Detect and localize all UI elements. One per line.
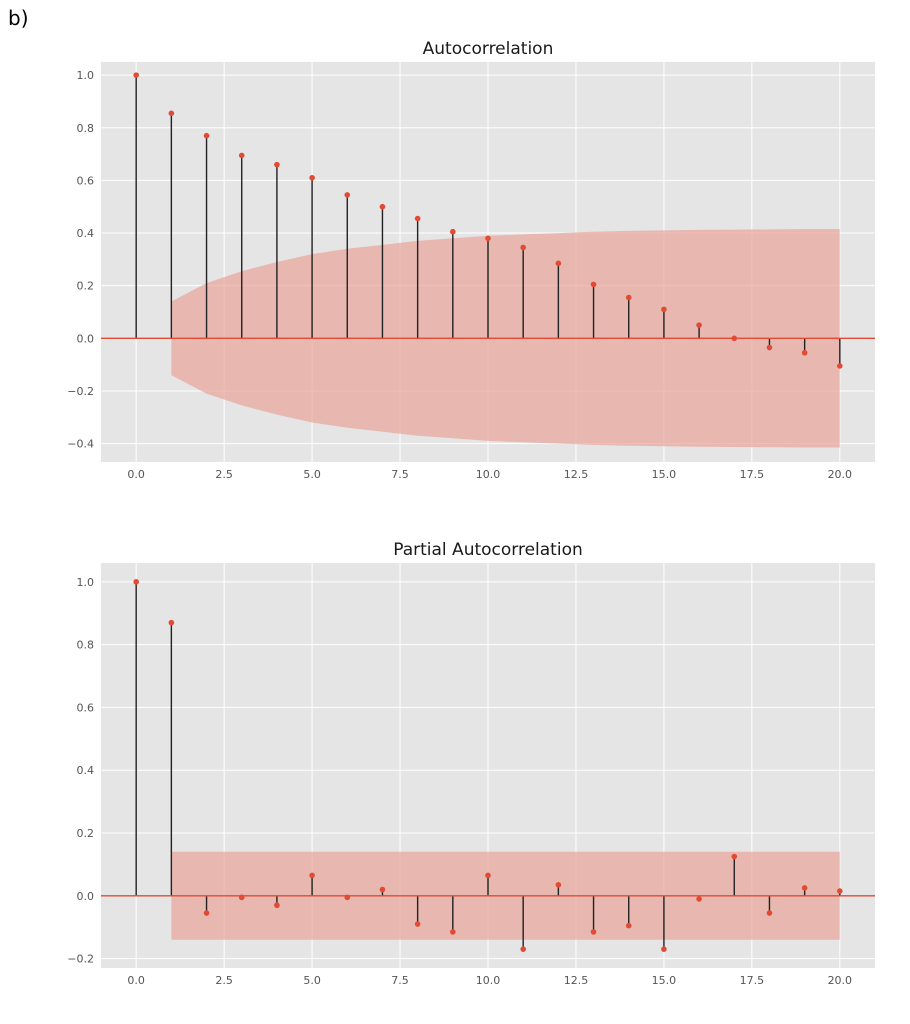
y-tick-label: 0.6 bbox=[77, 174, 95, 187]
y-tick-label: 0.8 bbox=[77, 122, 95, 135]
data-point bbox=[379, 886, 386, 893]
x-tick-label: 20.0 bbox=[828, 974, 853, 987]
data-point bbox=[661, 946, 667, 952]
data-point bbox=[450, 929, 456, 935]
data-point bbox=[661, 306, 667, 313]
x-tick-label: 12.5 bbox=[564, 468, 589, 481]
data-point bbox=[837, 888, 843, 894]
data-point bbox=[379, 203, 386, 210]
data-point bbox=[274, 902, 280, 909]
data-point bbox=[520, 244, 526, 251]
data-point bbox=[485, 235, 491, 242]
x-tick-label: 7.5 bbox=[391, 468, 409, 481]
data-point bbox=[801, 885, 808, 891]
data-point bbox=[696, 322, 702, 328]
x-tick-label: 15.0 bbox=[652, 974, 677, 987]
data-point bbox=[801, 349, 808, 356]
data-point bbox=[766, 344, 773, 351]
data-point bbox=[731, 853, 738, 860]
data-point bbox=[696, 896, 702, 902]
data-point bbox=[203, 132, 210, 139]
data-point bbox=[309, 174, 315, 181]
panel-label: b) bbox=[8, 6, 29, 30]
y-tick-label: 0.2 bbox=[77, 280, 95, 293]
data-point bbox=[168, 619, 175, 626]
y-tick-label: 0.4 bbox=[77, 764, 95, 777]
data-point bbox=[837, 363, 843, 369]
data-point bbox=[203, 910, 210, 916]
y-tick-label: 0.2 bbox=[77, 827, 95, 840]
x-tick-label: 0.0 bbox=[127, 974, 145, 987]
data-point bbox=[414, 215, 421, 222]
data-point bbox=[344, 192, 351, 198]
data-point bbox=[238, 894, 245, 901]
y-tick-label: 1.0 bbox=[77, 69, 95, 82]
data-point bbox=[274, 161, 280, 168]
y-tick-label: 0.0 bbox=[77, 890, 95, 903]
y-tick-label: −0.2 bbox=[67, 385, 94, 398]
data-point bbox=[766, 910, 773, 916]
data-point bbox=[555, 260, 562, 267]
data-point bbox=[238, 152, 245, 159]
y-tick-label: −0.2 bbox=[67, 953, 94, 966]
x-tick-label: 2.5 bbox=[215, 468, 233, 481]
data-point bbox=[168, 110, 175, 117]
data-point bbox=[133, 72, 139, 78]
data-point bbox=[309, 872, 315, 879]
data-point bbox=[520, 946, 526, 952]
x-tick-label: 10.0 bbox=[476, 974, 501, 987]
x-tick-label: 20.0 bbox=[828, 468, 853, 481]
data-point bbox=[625, 922, 632, 929]
y-tick-label: 0.4 bbox=[77, 227, 95, 240]
chart-title: Autocorrelation bbox=[423, 39, 554, 59]
x-tick-label: 10.0 bbox=[476, 468, 501, 481]
data-point bbox=[414, 921, 421, 927]
data-point bbox=[344, 894, 351, 901]
x-tick-label: 5.0 bbox=[303, 468, 321, 481]
y-tick-label: 0.6 bbox=[77, 701, 95, 714]
x-tick-label: 5.0 bbox=[303, 974, 321, 987]
x-tick-label: 2.5 bbox=[215, 974, 233, 987]
x-tick-label: 15.0 bbox=[652, 468, 677, 481]
data-point bbox=[485, 872, 491, 879]
data-point bbox=[731, 335, 738, 342]
data-point bbox=[555, 882, 562, 888]
x-tick-label: 7.5 bbox=[391, 974, 409, 987]
y-tick-label: 1.0 bbox=[77, 576, 95, 589]
data-point bbox=[590, 929, 597, 935]
y-tick-label: −0.4 bbox=[67, 438, 94, 451]
data-point bbox=[450, 228, 456, 235]
chart-partial-autocorrelation: Partial Autocorrelation 0.0 2.5 5.0 7.5 10.0 1… bbox=[67, 540, 875, 987]
data-point bbox=[625, 294, 632, 301]
chart-autocorrelation: Autocorrelation 0.0 2.5 5.0 7.5 10.0 12.5 15.0 1… bbox=[67, 39, 875, 481]
data-point bbox=[590, 281, 597, 288]
y-tick-label: 0.0 bbox=[77, 332, 95, 345]
x-tick-label: 17.5 bbox=[740, 468, 765, 481]
data-point bbox=[133, 579, 139, 585]
chart-title: Partial Autocorrelation bbox=[393, 540, 583, 560]
y-tick-label: 0.8 bbox=[77, 639, 95, 652]
x-tick-label: 0.0 bbox=[127, 468, 145, 481]
x-tick-label: 12.5 bbox=[564, 974, 589, 987]
x-tick-label: 17.5 bbox=[740, 974, 765, 987]
